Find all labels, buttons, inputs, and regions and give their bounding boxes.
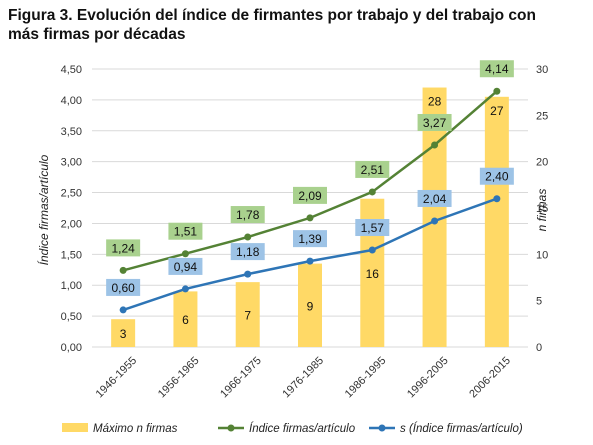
sd-label-box bbox=[106, 278, 141, 296]
grid-lines bbox=[92, 68, 528, 348]
bar bbox=[111, 319, 136, 347]
index-point bbox=[119, 266, 127, 274]
index-value-label: 2,09 bbox=[298, 189, 322, 203]
legend-label: Índice firmas/artículo bbox=[249, 422, 356, 435]
sd-value-label: 0,60 bbox=[111, 281, 135, 295]
bar bbox=[173, 291, 198, 347]
left-axis-ticks: 0,00 0,50 1,00 1,50 2,00 2,50 3,00 3,50 4,00 4,50 bbox=[61, 64, 82, 354]
chart-title: Figura 3. Evolución del índice de firman… bbox=[8, 7, 536, 43]
index-label-box bbox=[417, 113, 452, 131]
right-tick-label: 5 bbox=[536, 296, 542, 308]
bar-value-label: 6 bbox=[182, 313, 189, 327]
sd-point bbox=[368, 246, 376, 254]
left-tick-label: 1,50 bbox=[61, 249, 82, 261]
index-point bbox=[368, 188, 376, 196]
sd-point bbox=[119, 306, 127, 314]
right-axis-title: n firmas bbox=[535, 189, 549, 232]
legend-swatch-marker bbox=[227, 424, 235, 432]
sd-point bbox=[306, 257, 314, 265]
sd-value-label: 0,94 bbox=[174, 260, 198, 274]
sd-label-box bbox=[168, 257, 203, 275]
index-point bbox=[181, 250, 189, 258]
right-tick-label: 20 bbox=[536, 157, 548, 169]
sd-point bbox=[244, 270, 252, 278]
legend-label: Máximo n firmas bbox=[93, 423, 178, 435]
sd-value-label: 2,04 bbox=[423, 192, 447, 206]
left-tick-label: 0,00 bbox=[61, 342, 82, 354]
left-tick-label: 2,50 bbox=[61, 188, 82, 200]
index-label-box bbox=[168, 222, 203, 240]
sd-point bbox=[493, 195, 501, 203]
index-point bbox=[306, 214, 314, 222]
index-label-box bbox=[230, 206, 265, 224]
sd-label-box bbox=[479, 167, 514, 185]
index-point bbox=[493, 87, 501, 95]
bar-value-label: 16 bbox=[366, 267, 380, 281]
x-tick-label: 2006-2015 bbox=[467, 355, 513, 401]
right-tick-label: 30 bbox=[536, 64, 548, 76]
index-value-label: 4,14 bbox=[485, 62, 509, 76]
bar-value-label: 7 bbox=[244, 309, 251, 323]
legend-label: s (Índice firmas/artículo) bbox=[400, 422, 523, 435]
left-tick-label: 4,50 bbox=[61, 64, 82, 76]
sd-point bbox=[181, 285, 189, 293]
bar-value-label: 28 bbox=[428, 95, 442, 109]
left-tick-label: 0,50 bbox=[61, 311, 82, 323]
bar-value-label: 27 bbox=[490, 104, 504, 118]
sd-label-box bbox=[417, 189, 452, 207]
left-axis-title: Índice firmas/artículo bbox=[36, 154, 51, 265]
right-tick-label: 10 bbox=[536, 249, 548, 261]
bar bbox=[484, 96, 509, 347]
sd-value-label: 1,18 bbox=[236, 245, 260, 259]
left-tick-label: 1,00 bbox=[61, 280, 82, 292]
x-tick-label: 1986-1995 bbox=[343, 355, 389, 401]
index-value-label: 3,27 bbox=[423, 116, 447, 130]
legend-swatch-marker bbox=[378, 424, 386, 432]
sd-value-label: 1,57 bbox=[361, 221, 385, 235]
x-axis-ticks: 1946-1955 1956-1965 1966-1975 1976-1985 1986… bbox=[94, 355, 513, 401]
right-axis-ticks: 0 5 10 15 20 25 30 bbox=[536, 64, 548, 354]
bar-value-label: 3 bbox=[120, 327, 127, 341]
sd-label-box bbox=[355, 219, 390, 237]
right-tick-label: 25 bbox=[536, 110, 548, 122]
sd-value-label: 2,40 bbox=[485, 170, 509, 184]
legend-swatch-bar bbox=[62, 423, 88, 432]
legend: Máximo n firmas Índice firmas/artículo s (… bbox=[62, 422, 523, 435]
x-tick-label: 1966-1975 bbox=[218, 355, 264, 401]
line-series bbox=[119, 87, 501, 314]
index-label-box bbox=[479, 60, 514, 78]
bar-value-label: 9 bbox=[307, 299, 314, 313]
index-point bbox=[244, 233, 252, 241]
left-tick-label: 4,00 bbox=[61, 95, 82, 107]
index-value-label: 2,51 bbox=[361, 163, 385, 177]
sd-value-label: 1,39 bbox=[298, 232, 322, 246]
index-value-label: 1,24 bbox=[111, 241, 135, 255]
sd-label-box bbox=[293, 230, 327, 248]
index-label-box bbox=[106, 239, 141, 257]
right-tick-label: 15 bbox=[536, 203, 548, 215]
index-point bbox=[431, 141, 439, 149]
x-tick-label: 1976-1985 bbox=[280, 355, 326, 401]
index-label-box bbox=[355, 160, 390, 178]
sd-label-box bbox=[230, 243, 265, 261]
data-labels: 3 6 7 9 16 28 27 1,24 1,51 1,78 2,09 2,51 3,27 4,14 0,… bbox=[106, 60, 514, 341]
left-tick-label: 3,00 bbox=[61, 157, 82, 169]
x-tick-label: 1956-1965 bbox=[156, 355, 202, 401]
x-tick-label: 1946-1955 bbox=[94, 355, 140, 401]
bar bbox=[298, 263, 322, 347]
right-tick-label: 0 bbox=[536, 342, 542, 354]
bar bbox=[235, 282, 260, 347]
index-value-label: 1,51 bbox=[174, 225, 198, 239]
index-value-label: 1,78 bbox=[236, 208, 260, 222]
left-tick-label: 2,00 bbox=[61, 218, 82, 230]
index-label-box bbox=[293, 186, 327, 204]
x-tick-label: 1996-2005 bbox=[405, 355, 451, 401]
left-tick-label: 3,50 bbox=[61, 126, 82, 138]
sd-point bbox=[431, 217, 439, 225]
